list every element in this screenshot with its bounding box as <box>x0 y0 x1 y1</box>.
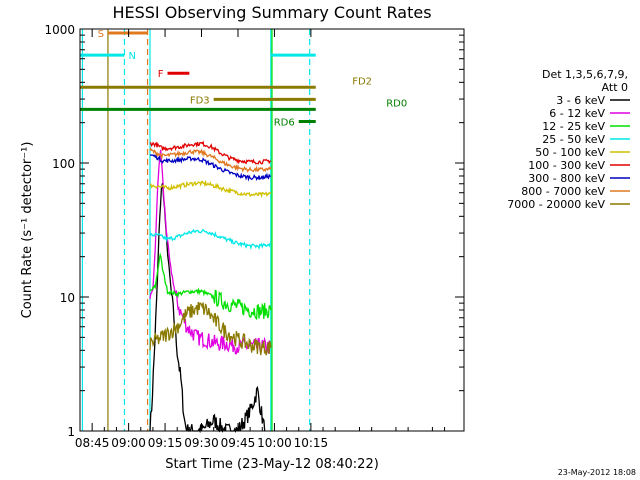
vertical-markers <box>81 29 311 431</box>
series-line <box>149 228 271 251</box>
x-axis: 08:45 09:00 09:15 09:30 09:45 10:00 10:15 <box>75 29 446 450</box>
series-line <box>149 182 266 434</box>
legend-label: 300 - 800 keV <box>528 172 605 185</box>
y-axis-label: Count Rate (s⁻¹ detector⁻¹) <box>20 142 35 319</box>
flag-bar-label: FD3 <box>190 95 210 106</box>
series-line <box>149 149 272 355</box>
flag-bar-label: F <box>158 69 164 80</box>
series-line <box>149 147 272 173</box>
flag-bar-label: S <box>98 29 104 40</box>
series-lines <box>149 140 272 434</box>
y-tick-label: 1000 <box>44 23 75 37</box>
plot-area <box>79 28 465 432</box>
legend-label: 6 - 12 keV <box>549 107 605 120</box>
x-tick-label: 09:15 <box>148 436 183 450</box>
series-line <box>149 252 272 321</box>
legend-label: 25 - 50 keV <box>542 133 605 146</box>
x-tick-label: 09:30 <box>184 436 219 450</box>
legend-label: 7000 - 20000 keV <box>507 198 605 211</box>
series-line <box>149 179 272 199</box>
y-tick-label: 1 <box>67 425 75 439</box>
y-tick-label: 100 <box>52 157 75 171</box>
series-line <box>149 301 272 356</box>
x-axis-label: Start Time (23-May-12 08:40:22) <box>165 457 379 472</box>
y-axis: 1 10 100 1000 <box>44 23 464 439</box>
y-tick-label: 10 <box>60 291 75 305</box>
legend-header: Att 0 <box>602 81 628 94</box>
flag-bar-label: FD2 <box>352 76 372 87</box>
series-line <box>149 140 272 165</box>
x-tick-label: 10:15 <box>294 436 329 450</box>
legend-label: 3 - 6 keV <box>556 94 605 107</box>
legend-label: 50 - 100 keV <box>535 146 605 159</box>
x-tick-label: 08:45 <box>75 436 110 450</box>
legend-label: 100 - 300 keV <box>528 159 605 172</box>
flag-bar-label: RD6 <box>274 117 295 128</box>
x-tick-label: 09:00 <box>111 436 146 450</box>
x-tick-label: 10:00 <box>257 436 292 450</box>
flag-bar-label: N <box>128 51 135 62</box>
flag-bars: S N F FD2 FD3 RD0 RD6 <box>80 29 407 128</box>
legend-label: 12 - 25 keV <box>542 120 605 133</box>
series-line <box>150 153 272 182</box>
legend-header: Det 1,3,5,6,7,9, <box>542 68 628 81</box>
x-tick-label: 09:45 <box>221 436 256 450</box>
flag-bar-label: RD0 <box>386 98 407 109</box>
legend-label: 800 - 7000 keV <box>521 185 605 198</box>
generation-timestamp: 23-May-2012 18:08 <box>558 468 636 477</box>
chart-title: HESSI Observing Summary Count Rates <box>112 3 431 22</box>
